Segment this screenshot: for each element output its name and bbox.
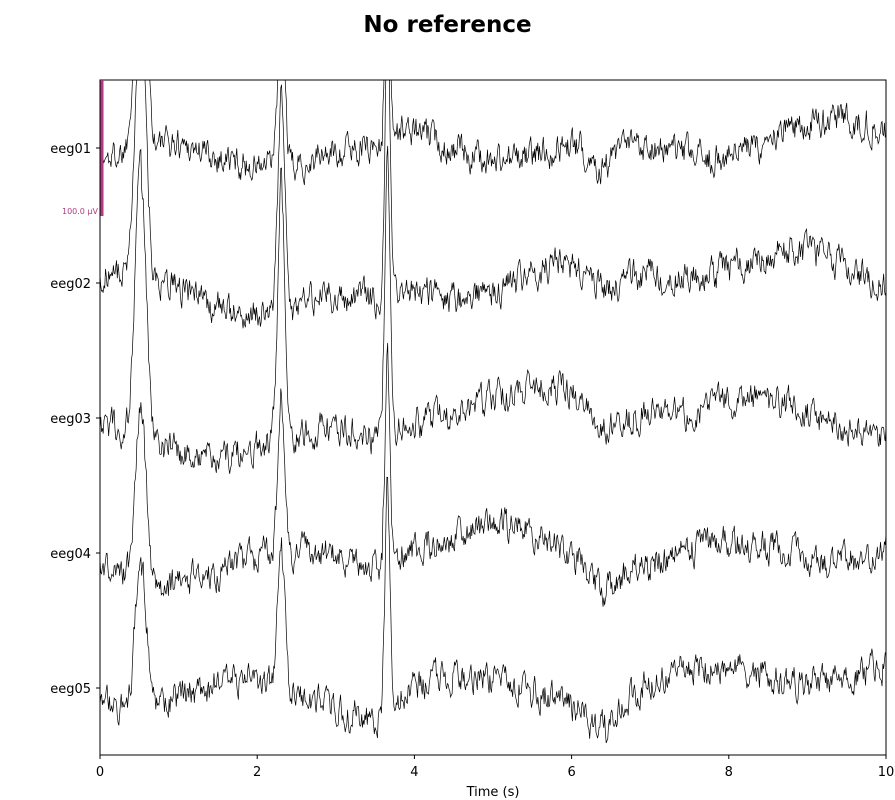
trace-eeg01	[100, 80, 886, 186]
chart-title: No reference	[363, 12, 532, 38]
x-ticks: 0 2 4 6 8 10	[96, 755, 894, 780]
xtick-label-4: 4	[410, 765, 418, 780]
xtick-label-0: 0	[96, 765, 104, 780]
plot-frame	[99, 79, 887, 756]
channel-label-eeg03: eeg03	[50, 412, 91, 427]
trace-eeg05	[100, 476, 886, 744]
channel-label-eeg01: eeg01	[50, 142, 91, 157]
traces-group	[100, 80, 886, 744]
trace-eeg02	[100, 80, 886, 329]
scale-bar-group: 100.0 µV	[62, 80, 104, 216]
x-axis-label: Time (s)	[466, 785, 520, 800]
channel-label-eeg02: eeg02	[50, 277, 91, 292]
scale-bar-label: 100.0 µV	[62, 207, 99, 216]
y-ticks: eeg01 eeg02 eeg03 eeg04 eeg05	[50, 142, 100, 697]
trace-eeg04	[100, 342, 886, 607]
channel-label-eeg05: eeg05	[50, 682, 91, 697]
xtick-label-10: 10	[878, 765, 895, 780]
xtick-label-8: 8	[725, 765, 733, 780]
channel-label-eeg04: eeg04	[50, 547, 91, 562]
xtick-label-6: 6	[567, 765, 575, 780]
trace-eeg03	[100, 145, 886, 474]
xtick-label-2: 2	[253, 765, 261, 780]
